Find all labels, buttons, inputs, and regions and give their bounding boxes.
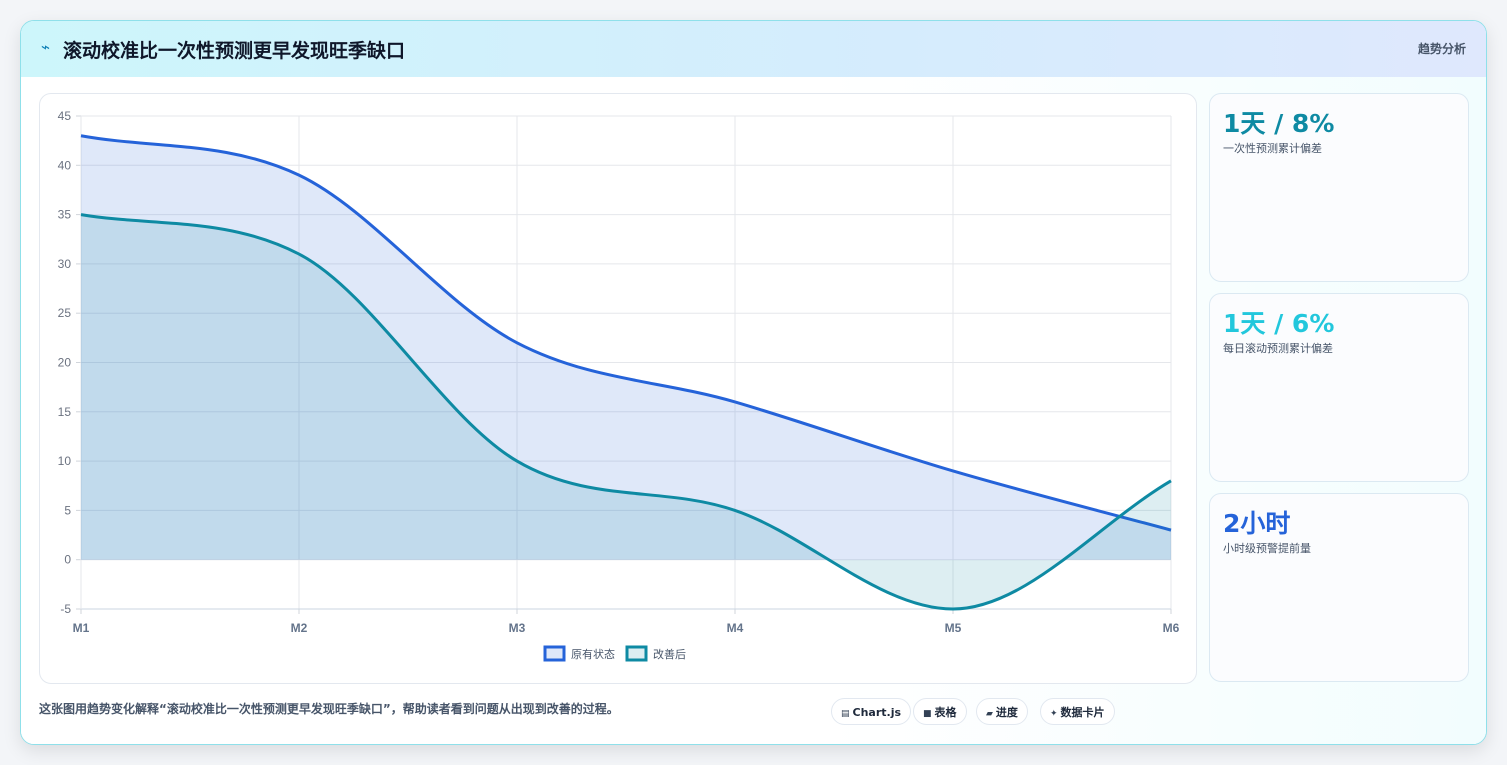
metric-card-2: 1天 / 6% 每日滚动预测累计偏差 [1209,293,1469,482]
series-line-1 [80,134,1172,532]
x-tick-label: M4 [727,621,744,635]
area-chart: -5 0 5 10 15 20 25 30 35 40 45 M1 M2 M3 M4 M5 M6 原有状态 改善后 [58,109,1180,662]
table-icon: ■ [923,709,932,719]
chip-label: 表格 [934,706,957,719]
category-tag: 趋势分析 [1417,42,1466,56]
y-tick-label: 5 [64,503,71,517]
y-tick-label: 20 [58,356,72,370]
chart-panel: -5 0 5 10 15 20 25 30 35 40 45 M1 M2 M3 M4 M5 M6 原有状态 改善后 [39,93,1197,684]
metric-card-1: 1天 / 8% 一次性预测累计偏差 [1209,93,1469,282]
chart-caption: 这张图用趋势变化解释“滚动校准比一次性预测更早发现旺季缺口”，帮助读者看到问题从… [39,702,619,716]
sparkle-icon: ✦ [1050,709,1058,719]
series-area-2 [81,214,1171,609]
chip-chartjs[interactable]: ▤ Chart.js [831,698,912,725]
trend-icon: ⌁ [41,38,51,56]
legend-label: 改善后 [653,647,686,661]
x-tick-label: M6 [1163,621,1180,635]
metric-label: 小时级预警提前量 [1223,542,1311,555]
card-body: -5 0 5 10 15 20 25 30 35 40 45 M1 M2 M3 M4 M5 M6 原有状态 改善后 … [21,77,1486,744]
x-tick-label: M5 [945,621,962,635]
y-tick-label: 0 [64,553,71,567]
y-tick-label: 45 [58,109,72,123]
series-area-1 [81,135,1171,560]
metric-card-3: 2小时 小时级预警提前量 [1209,493,1469,682]
chart-card: ⌁ 滚动校准比一次性预测更早发现旺季缺口 趋势分析 -5 0 5 10 15 20 25 30… [20,20,1487,745]
chip-label: 进度 [995,706,1018,719]
x-tick-label: M1 [73,621,90,635]
chip-label: Chart.js [852,706,902,719]
card-header: ⌁ 滚动校准比一次性预测更早发现旺季缺口 趋势分析 [21,21,1486,77]
y-tick-label: 10 [58,454,72,468]
legend-swatch [543,645,566,662]
y-tick-label: 35 [58,208,72,222]
metric-value: 1天 / 6% [1223,309,1335,338]
metric-label: 一次性预测累计偏差 [1223,142,1322,155]
chip-data-cards[interactable]: ✦ 数据卡片 [1040,698,1115,725]
series-line-2 [80,213,1172,611]
y-tick-label: 40 [58,158,72,172]
y-tick-label: -5 [60,602,71,616]
x-tick-label: M2 [291,621,308,635]
chip-label: 数据卡片 [1060,706,1105,719]
legend-swatch [625,645,648,662]
y-tick-label: 30 [58,257,72,271]
metric-value: 2小时 [1223,509,1291,538]
legend-label: 原有状态 [571,647,615,661]
metric-value: 1天 / 8% [1223,109,1335,138]
progress-icon: ▰ [986,709,993,719]
y-tick-label: 15 [58,405,72,419]
metric-label: 每日滚动预测累计偏差 [1223,342,1333,355]
chart-icon: ▤ [841,709,850,719]
card-title: 滚动校准比一次性预测更早发现旺季缺口 [63,40,406,62]
chip-table[interactable]: ■ 表格 [913,698,967,725]
x-tick-label: M3 [509,621,526,635]
y-tick-label: 25 [58,306,72,320]
chip-progress[interactable]: ▰ 进度 [976,698,1028,725]
